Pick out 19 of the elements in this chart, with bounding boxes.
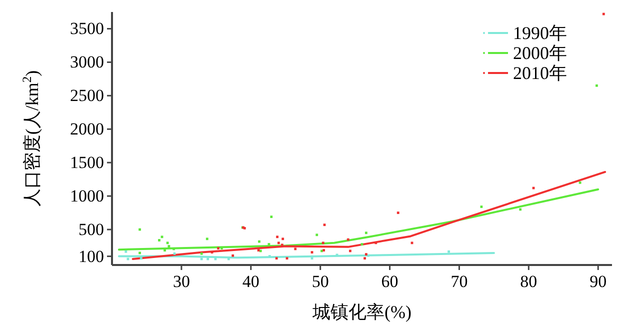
- y-tick-label: 2000: [70, 120, 104, 139]
- y-tick-label: 3500: [70, 19, 104, 38]
- x-axis-title: 城镇化率(%): [312, 302, 412, 322]
- x-tick-label: 70: [450, 272, 468, 291]
- legend-label: 2000年: [513, 43, 567, 63]
- x-tick-label: 50: [312, 272, 329, 291]
- x-tick-label: 30: [172, 272, 190, 291]
- y-tick-label: 100: [78, 246, 104, 266]
- legend-label: 2010年: [513, 63, 567, 83]
- y-tick-label: 3000: [70, 52, 104, 72]
- x-tick-label: 80: [520, 272, 538, 291]
- legend-label: 1990年: [513, 23, 567, 43]
- x-tick-label: 40: [242, 272, 260, 291]
- x-tick-label: 60: [381, 272, 398, 291]
- y-tick-label: 1500: [70, 153, 104, 172]
- y-tick-label: 1000: [70, 186, 104, 206]
- y-tick-label: 500: [78, 220, 104, 240]
- x-tick-label: 90: [590, 272, 607, 291]
- y-tick-label: 2500: [70, 86, 104, 106]
